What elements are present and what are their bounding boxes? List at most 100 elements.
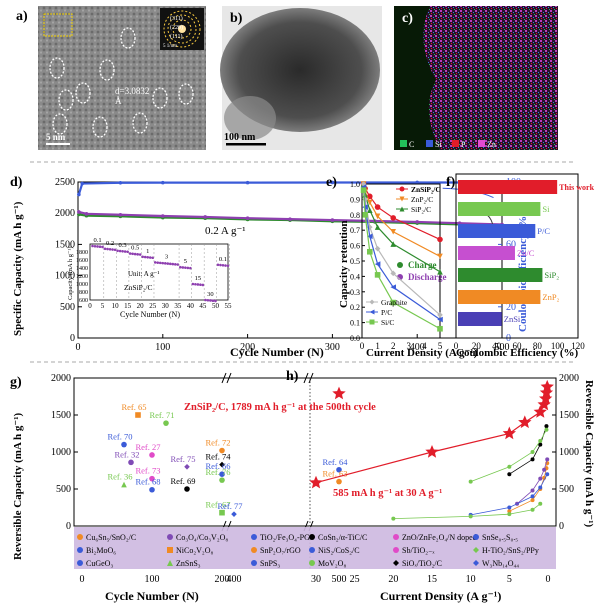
f-bar [458, 202, 541, 216]
h-series-line [393, 503, 541, 519]
e-xlabel: Current Density (A g⁻¹) [366, 347, 478, 359]
d-data-point [415, 220, 420, 224]
d-inset-point [176, 263, 180, 266]
e-data-point [437, 268, 443, 275]
d-inset-point [194, 282, 197, 286]
h-data-point [538, 438, 543, 443]
d-inset-point [204, 298, 207, 302]
saed-center [178, 25, 186, 33]
legend-table-label: Co₃O₄/Co₃V₂O₈ [176, 533, 228, 542]
h-data-point [533, 405, 547, 418]
gh-axes-frame [73, 377, 557, 527]
legend-table-label: ZnSnS₃ [176, 559, 201, 568]
e-data-point [374, 245, 381, 252]
h-ytick-label: 500 [559, 484, 574, 495]
g-data-point [163, 420, 169, 426]
h-data-point [545, 472, 550, 477]
d-inset-rate-label: 1 [146, 248, 149, 255]
d-inset-rate-label: 5 [184, 258, 187, 265]
h-data-point [530, 498, 535, 503]
h-ytick-label: 2000 [559, 373, 579, 384]
d-inset-rate-label: 0.1 [219, 256, 227, 263]
d-inset-point [106, 247, 109, 251]
h-xtick-label: 15 [427, 574, 437, 585]
e-ytick-label: 0.0 [350, 334, 360, 343]
e-legend-label: Graphite [381, 298, 408, 307]
d-inset-point [121, 249, 124, 253]
legend-table-label: W₃Nb₁₄O₄₄ [482, 559, 519, 568]
d-inset-point [98, 245, 102, 249]
h-data-point [539, 385, 554, 399]
legend-table-marker [251, 560, 257, 566]
d-inset-point [224, 264, 227, 267]
legend-table-marker [309, 560, 315, 566]
e-ytick-label: 0.3 [350, 288, 360, 297]
d-inset-point [158, 261, 162, 265]
h-data-point [502, 426, 516, 440]
d-inset-frame [89, 243, 229, 301]
d-data-point [118, 212, 123, 217]
h-data-point [530, 488, 535, 493]
g-ytick-label: 1000 [51, 447, 71, 458]
g-data-point [135, 412, 141, 418]
d-ytick-label: 0 [70, 333, 75, 344]
e-legend-label: P/C [381, 308, 392, 317]
g-ref-label: Ref. 75 [170, 454, 195, 464]
e-series-line [362, 190, 441, 330]
d-ylabel: Specific Capacity (mA h g⁻¹) [12, 201, 24, 336]
d-ytick-label: 2500 [55, 177, 75, 188]
e-ytick-label: 0.2 [350, 303, 360, 312]
d-inset-xtick-label: 20 [137, 302, 145, 310]
f-xtick-label: 20 [472, 341, 482, 351]
e-legend-label: ZnSiP₂/C [411, 185, 441, 194]
saed-ring-2 [167, 14, 197, 44]
f-xlabel: Coulombic Efficiency (%) [456, 347, 579, 359]
legend-table-marker [251, 534, 257, 540]
d-data-point [415, 180, 420, 185]
d-inset-point [191, 282, 195, 286]
d-series-line [78, 210, 503, 226]
g-ref-label: Ref. 77 [217, 501, 242, 511]
d-inset-ylabel: Capacity (mA h g⁻¹) [67, 246, 74, 300]
legend-table-marker [309, 534, 315, 540]
d-inset-xtick-label: 45 [199, 302, 207, 310]
legend-table-marker [77, 547, 83, 553]
d-inset-point [168, 262, 172, 266]
legend-table-label: Bi₂MoO₆ [86, 546, 116, 555]
f-bar-label: Si [542, 204, 550, 214]
d-inset-xtick-label: 25 [149, 302, 157, 310]
g-data-point [184, 486, 190, 492]
f-bar-label: SiP₂ [544, 270, 559, 280]
d-inset-point [116, 249, 119, 253]
legend-table-marker [167, 560, 173, 566]
d-inset-ytick-label: 1200 [76, 274, 88, 280]
f-bar [458, 290, 541, 304]
panel-label-g: g) [10, 375, 22, 390]
g-xtick-label: 100 [145, 574, 160, 585]
g-data-point [336, 466, 342, 473]
d-inset-point [133, 252, 137, 256]
h-data-point [507, 509, 512, 514]
saed-ring-1 [172, 19, 192, 39]
legend-table-label: SnP₂O₇/rGO [260, 546, 301, 555]
h-ylabel: Reversible Capacity (mA h g⁻¹) [583, 380, 595, 528]
panel-b: 100 nm b) [220, 6, 382, 150]
g-data-point [184, 464, 190, 470]
f-bar-label: ZnSi [504, 314, 521, 324]
lattice-marker [58, 89, 74, 111]
panel-label-e: e) [326, 175, 337, 190]
g-ref-label: Ref. 70 [107, 432, 132, 442]
e-data-point [367, 199, 373, 206]
scale-bar-label: 100 nm [224, 132, 256, 143]
d-inset-point [128, 252, 132, 255]
e-ytick-label: 0.5 [350, 257, 360, 266]
g-data-point [219, 461, 225, 468]
e-data-point [390, 241, 396, 247]
d-inset-point [136, 253, 139, 256]
legend-table-marker [393, 560, 399, 566]
g-ref-label: Ref. 69 [170, 476, 195, 486]
h-series-line [509, 425, 547, 475]
d-inset-rate-label: 0.1 [93, 237, 101, 244]
legend-table-label: SnPS₃ [260, 559, 280, 568]
